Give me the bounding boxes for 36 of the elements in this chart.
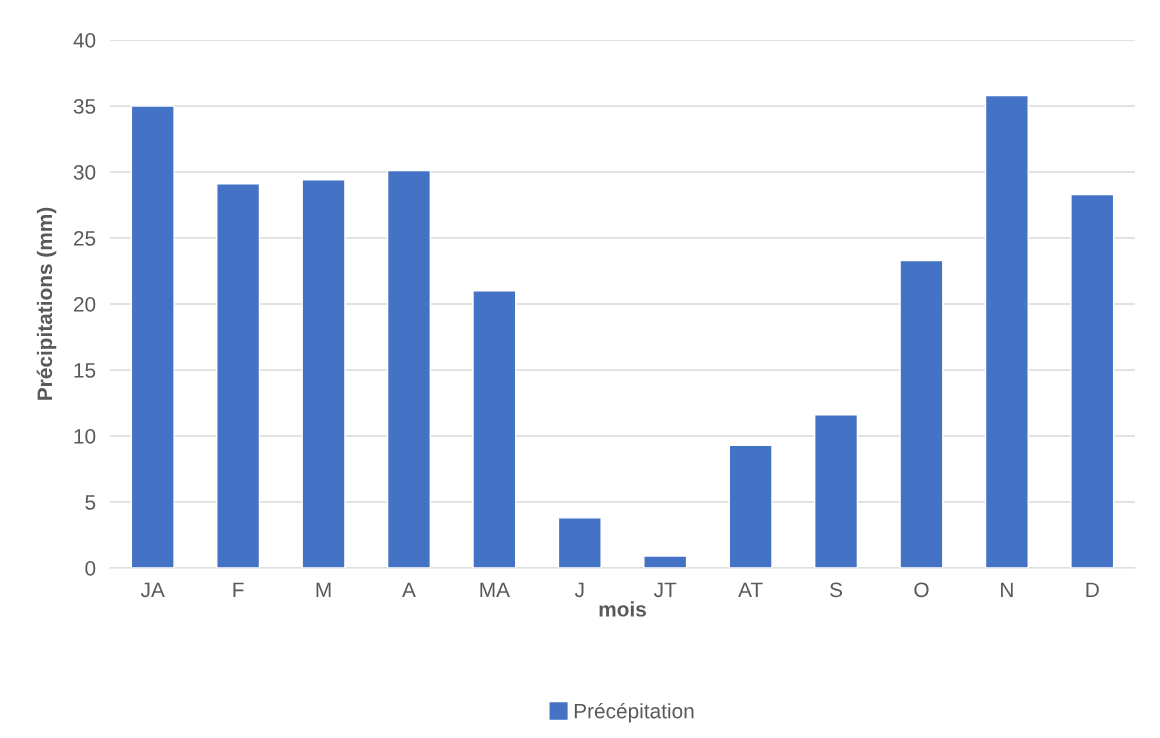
bar — [130, 105, 175, 568]
x-tick-label: JT — [653, 582, 677, 598]
x-tick-label: M — [316, 582, 331, 597]
x-tick-label: S — [830, 582, 843, 598]
y-axis-title: Précipitations (mm) — [36, 207, 57, 400]
bar — [216, 183, 261, 568]
bar — [1070, 193, 1115, 568]
bar — [386, 169, 432, 568]
x-tick-label: D — [1086, 582, 1099, 597]
x-axis-title: mois — [599, 601, 646, 617]
bar — [984, 94, 1029, 568]
y-tick-label: 25 — [73, 231, 96, 246]
y-tick-label: 20 — [73, 297, 96, 312]
bar — [899, 259, 944, 568]
x-tick-label: N — [1001, 582, 1013, 597]
x-tick-label: J — [574, 582, 584, 598]
y-tick-label: 40 — [73, 33, 96, 48]
y-tick-label: 15 — [74, 363, 96, 378]
legend-label: Précépitation — [574, 702, 694, 723]
bar — [472, 290, 517, 568]
x-tick-label: O — [914, 582, 929, 598]
bar — [643, 555, 688, 568]
x-tick-label: AT — [738, 582, 763, 597]
y-tick-label: 35 — [73, 99, 96, 114]
x-tick-label: F — [233, 582, 244, 597]
bar — [813, 414, 859, 568]
bar — [301, 179, 346, 568]
x-tick-label: A — [402, 582, 416, 597]
x-tick-label: JA — [140, 582, 165, 598]
y-tick-label: 0 — [85, 561, 96, 576]
y-tick-label: 30 — [73, 165, 96, 180]
bar — [728, 444, 773, 568]
y-tick-label: 10 — [74, 429, 96, 444]
bar — [557, 517, 602, 568]
x-tick-label: MA — [480, 582, 510, 597]
y-tick-label: 5 — [85, 495, 96, 510]
